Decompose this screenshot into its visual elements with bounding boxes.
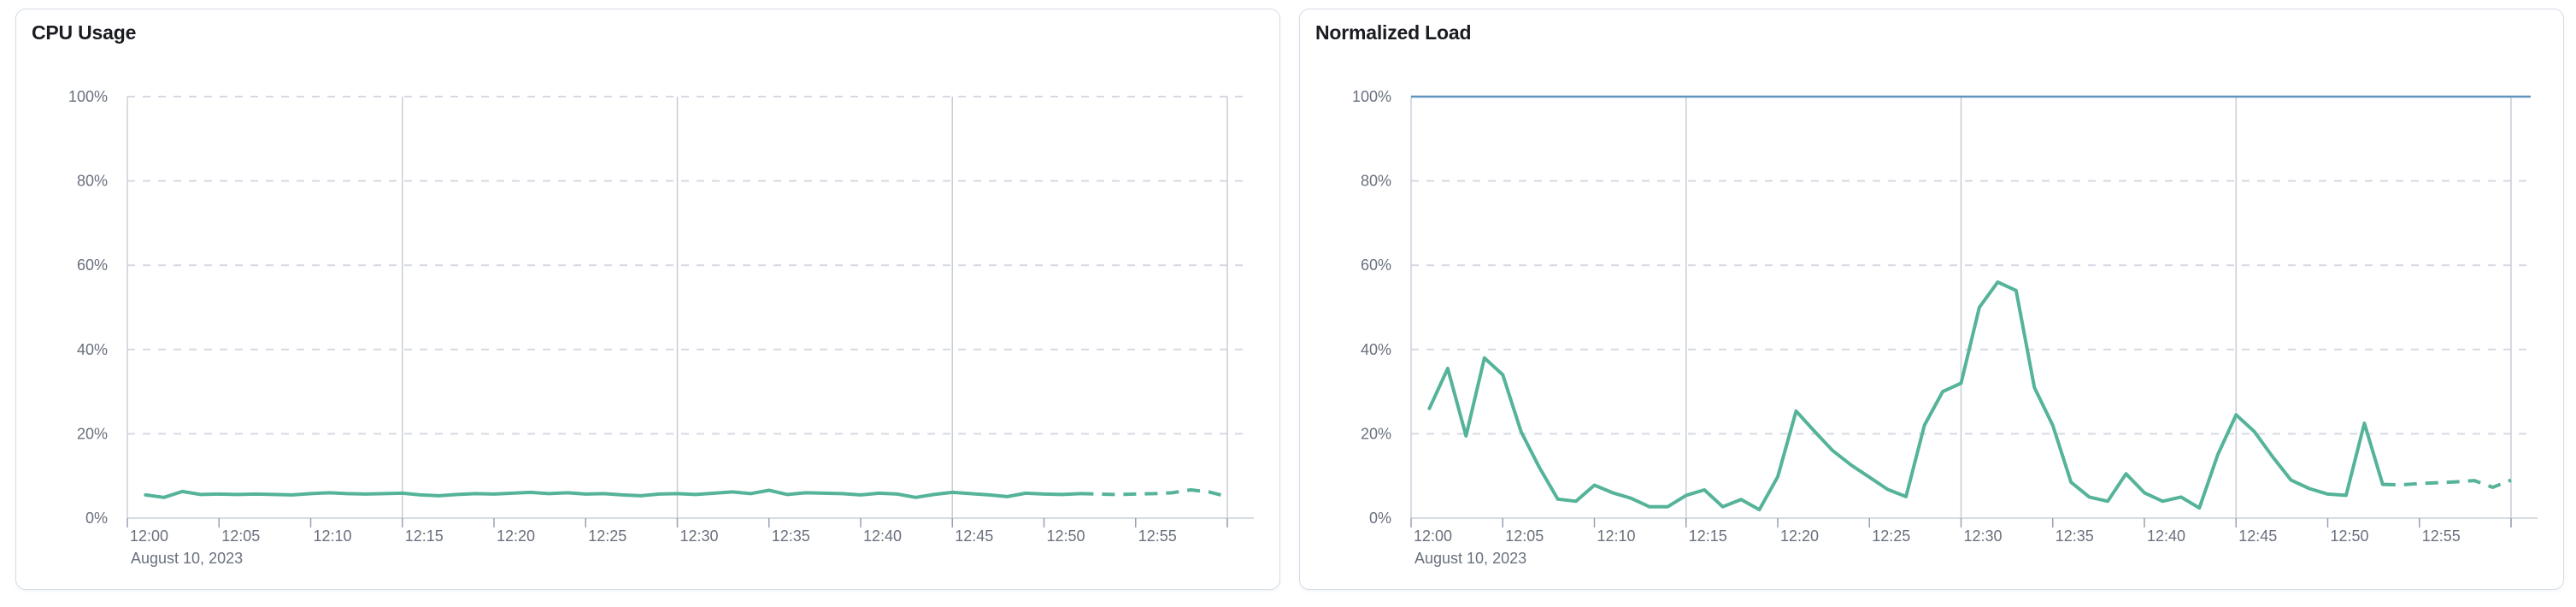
x-axis-label: 12:35 (2056, 527, 2094, 545)
x-axis-label: 12:50 (1047, 527, 1085, 545)
x-axis-label: 12:40 (863, 527, 902, 545)
y-axis-label: 20% (1361, 425, 1391, 442)
x-axis-label: 12:50 (2331, 527, 2369, 545)
x-axis-label: 12:00 (1414, 527, 1452, 545)
x-axis-label: 12:10 (1597, 527, 1636, 545)
x-axis-label: 12:30 (680, 527, 719, 545)
x-axis-label: 12:15 (1689, 527, 1727, 545)
y-axis-label: 20% (77, 425, 108, 442)
x-axis-label: 12:40 (2147, 527, 2185, 545)
page-title: CPU Usage (32, 21, 137, 44)
x-axis-label: 12:05 (1505, 527, 1544, 545)
x-axis-label: 12:00 (130, 527, 168, 545)
normalized-load-chart[interactable]: 12:00 12:05 12:10 12:15 12:20 12:25 12:30 12:35… (1300, 9, 2565, 591)
y-axis-label: 100% (1352, 88, 1391, 105)
cpu-usage-panel: CPU Usage 12:00 12:05 12:10 12:15 12:20 12:25… (15, 9, 1280, 590)
x-axis-label: 12:45 (955, 527, 993, 545)
series-line-dashed (1080, 488, 1228, 498)
y-axis-label: 60% (77, 256, 108, 274)
x-axis-label: 12:30 (1964, 527, 2003, 545)
x-axis-label: 12:25 (588, 527, 626, 545)
axis-date-label: August 10, 2023 (1414, 550, 1526, 567)
x-axis-label: 12:10 (314, 527, 352, 545)
y-axis-label: 0% (85, 510, 108, 527)
x-axis-label: 12:45 (2238, 527, 2277, 545)
x-axis-label: 12:25 (1872, 527, 1910, 545)
y-axis-label: 0% (1369, 510, 1391, 527)
y-axis-label: 80% (77, 173, 108, 190)
x-axis-label: 12:20 (497, 527, 535, 545)
cpu-usage-chart[interactable]: 12:00 12:05 12:10 12:15 12:20 12:25 12:30 12:35… (16, 9, 1281, 591)
y-axis-label: 40% (77, 341, 108, 358)
y-axis-label: 40% (1361, 341, 1391, 358)
axis-date-label: August 10, 2023 (131, 550, 243, 567)
page-title: Normalized Load (1315, 21, 1472, 44)
x-axis-label: 12:35 (772, 527, 810, 545)
x-axis-label: 12:05 (221, 527, 260, 545)
normalized-load-panel: Normalized Load 12:00 12:05 12:10 12:15 12:2… (1299, 9, 2564, 590)
series-line-solid (144, 488, 1083, 499)
y-axis-label: 60% (1361, 256, 1391, 274)
x-axis-label: 12:55 (1138, 527, 1177, 545)
x-axis-label: 12:55 (2422, 527, 2461, 545)
x-axis-label: 12:20 (1780, 527, 1819, 545)
series-line-solid (1427, 280, 2385, 512)
y-axis-label: 100% (68, 88, 108, 105)
y-axis-label: 80% (1361, 173, 1391, 190)
x-axis-label: 12:15 (405, 527, 444, 545)
series-line-dashed (2382, 478, 2512, 489)
